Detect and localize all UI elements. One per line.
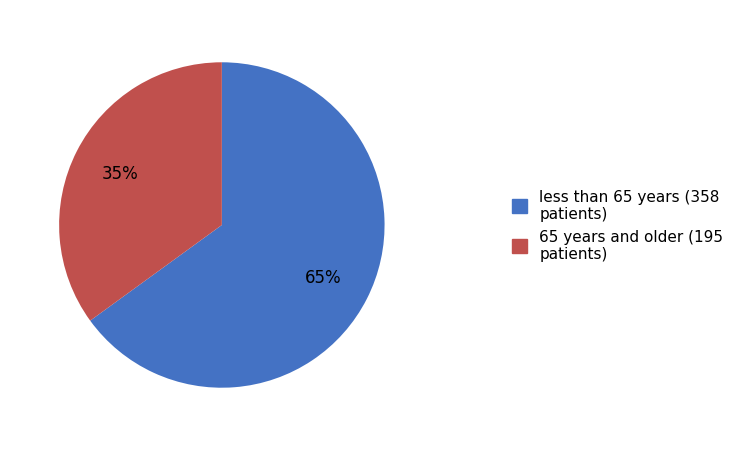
Wedge shape — [59, 63, 222, 321]
Wedge shape — [90, 63, 384, 388]
Text: 65%: 65% — [305, 268, 341, 286]
Text: 35%: 35% — [102, 165, 138, 183]
Legend: less than 65 years (358
patients), 65 years and older (195
patients): less than 65 years (358 patients), 65 ye… — [505, 183, 729, 268]
